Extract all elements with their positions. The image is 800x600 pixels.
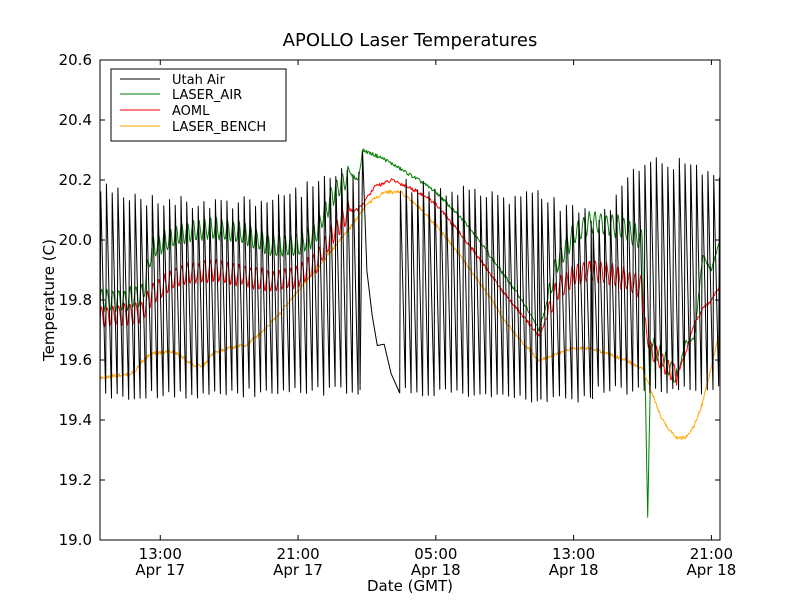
- series-line-segment: [592, 157, 721, 395]
- legend-label-utah-air: Utah Air: [172, 73, 225, 88]
- x-tick-label-date: Apr 18: [686, 561, 736, 579]
- series-layer: [99, 148, 721, 518]
- x-tick-label-time: 13:00: [139, 545, 182, 563]
- legend-box: [110, 68, 287, 142]
- y-tick-label: 20.4: [59, 111, 92, 129]
- series-line-segment: [99, 168, 361, 400]
- y-tick-label: 20.2: [59, 171, 92, 189]
- x-tick-label-date: Apr 17: [273, 561, 323, 579]
- plot-frame: [99, 59, 721, 541]
- y-tick-label: 19.4: [59, 411, 92, 429]
- x-tick-label-date: Apr 18: [549, 561, 599, 579]
- y-axis-ticks: 19.0 19.2 19.4 19.6 19.8 20.0 20.2 20.4 20.6: [59, 51, 720, 549]
- x-tick-label-time: 05:00: [414, 545, 457, 563]
- y-tick-label: 19.0: [59, 531, 92, 549]
- series-utah-air: [99, 151, 721, 403]
- y-tick-label: 20.0: [59, 231, 92, 249]
- legend-label-laser-air: LASER_AIR: [172, 88, 242, 103]
- legend-label-aoml: AOML: [172, 104, 210, 119]
- x-tick-label-time: 21:00: [690, 545, 733, 563]
- y-tick-label: 19.8: [59, 291, 92, 309]
- x-tick-label-date: Apr 17: [135, 561, 185, 579]
- series-line-gap: [359, 151, 401, 394]
- series-line-segment: [399, 178, 542, 403]
- chart-title: APOLLO Laser Temperatures: [283, 30, 538, 51]
- x-tick-label-time: 21:00: [276, 545, 319, 563]
- y-tick-label: 19.2: [59, 471, 92, 489]
- y-tick-label: 20.6: [59, 51, 92, 69]
- legend-label-laser-bench: LASER_BENCH: [172, 120, 266, 135]
- x-tick-label-date: Apr 18: [411, 561, 461, 579]
- y-axis-label: Temperature (C): [40, 239, 58, 362]
- x-tick-label-time: 13:00: [552, 545, 595, 563]
- legend: Utah Air LASER_AIR AOML LASER_BENCH: [110, 68, 287, 142]
- series-line-segment: [540, 197, 594, 403]
- x-axis-label: Date (GMT): [367, 577, 453, 595]
- y-tick-label: 19.6: [59, 351, 92, 369]
